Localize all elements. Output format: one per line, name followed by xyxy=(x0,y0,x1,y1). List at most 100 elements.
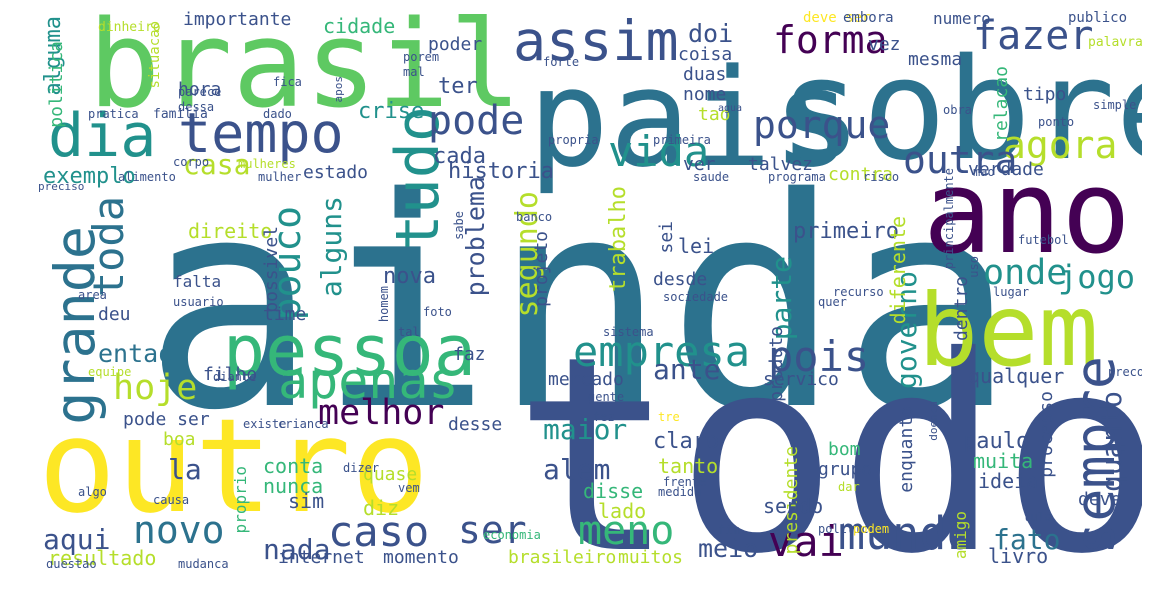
cloud-word-lula: lula xyxy=(1023,510,1052,524)
cloud-word-politico: politico xyxy=(818,522,876,536)
cloud-word-poder: poder xyxy=(428,34,483,55)
cloud-word-internet: internet xyxy=(278,547,365,568)
cloud-word-qualquer: qualquer xyxy=(968,364,1065,388)
cloud-word-situacao: situacao xyxy=(147,21,163,89)
cloud-word-outra: outra xyxy=(903,138,1018,182)
cloud-word-sei: sei xyxy=(656,221,677,254)
cloud-word-entao: entao xyxy=(98,339,174,368)
cloud-word-toda: toda xyxy=(84,196,133,298)
cloud-word-fim: fim xyxy=(718,523,740,537)
cloud-word-crianca: crianca xyxy=(278,417,329,431)
cloud-word-meno: meno xyxy=(578,508,675,554)
cloud-word-momento: momento xyxy=(383,547,459,568)
cloud-word-produto: produto xyxy=(766,326,787,402)
cloud-word-corpo: corpo xyxy=(173,155,210,169)
cloud-word-ano: ano xyxy=(923,146,1131,280)
cloud-word-algo: algo xyxy=(78,485,107,499)
cloud-word-cidade: cidade xyxy=(323,14,396,38)
cloud-word-doenca: doenca xyxy=(927,401,940,441)
cloud-word-politica: politica xyxy=(46,41,67,128)
cloud-word-assim: assim xyxy=(513,9,679,73)
cloud-word-saude: saude xyxy=(693,170,730,184)
cloud-word-grupo: grupo xyxy=(818,459,873,480)
cloud-word-dia: dia xyxy=(48,101,157,171)
cloud-word-nada: nada xyxy=(263,533,331,566)
cloud-word-sobre: sobre xyxy=(778,29,1142,192)
cloud-word-nome: nome xyxy=(683,84,727,105)
cloud-word-pode: pode xyxy=(428,98,525,144)
cloud-word-deve: deve xyxy=(1078,489,1122,510)
cloud-word-publico: publico xyxy=(1068,10,1128,26)
cloud-word-conta: conta xyxy=(263,454,324,478)
cloud-word-causa: causa xyxy=(153,493,190,507)
cloud-word-desse: desse xyxy=(448,414,503,435)
cloud-word-diz: diz xyxy=(363,496,400,520)
cloud-word-desde: desde xyxy=(653,269,708,290)
cloud-word-porem: porem xyxy=(403,50,440,64)
cloud-word-apos: apos xyxy=(332,76,345,103)
cloud-word-empresa: empresa xyxy=(573,327,751,376)
cloud-word-verdade: verdade xyxy=(968,159,1044,180)
cloud-word-mulheres: mulheres xyxy=(238,157,296,171)
cloud-word-filho: filho xyxy=(203,364,258,385)
cloud-word-muitos: muitos xyxy=(618,547,684,568)
cloud-word-futebol: futebol xyxy=(1018,233,1069,247)
cloud-word-dinheiro: dinheiro xyxy=(98,20,161,35)
cloud-word-relacao: relacao xyxy=(991,66,1012,142)
cloud-word-tao: tao xyxy=(698,104,731,125)
cloud-word-numero: numero xyxy=(933,9,991,28)
cloud-word-ante: ante xyxy=(653,353,721,386)
cloud-word-ainda: ainda xyxy=(143,137,1016,474)
cloud-word-forma: forma xyxy=(773,18,888,62)
cloud-word-sistema: sistema xyxy=(603,325,654,339)
cloud-word-hoje: hoje xyxy=(113,368,198,408)
cloud-word-trabalho: trabalho xyxy=(606,186,631,292)
cloud-word-tempo: tempo xyxy=(178,101,344,165)
cloud-word-estado: estado xyxy=(303,162,369,183)
cloud-word-novo: novo xyxy=(133,508,225,552)
cloud-word-lei: lei xyxy=(678,234,715,258)
cloud-word-apenas: apenas xyxy=(278,352,459,410)
cloud-word-sim: sim xyxy=(288,489,325,513)
cloud-word-ponto: ponto xyxy=(1038,115,1075,129)
cloud-word-exemplo: exemplo xyxy=(43,164,136,189)
cloud-word-ideia: ideia xyxy=(978,469,1039,493)
cloud-word-mundo: mundo xyxy=(838,507,974,560)
cloud-word-brasileiro: brasileiro xyxy=(508,547,617,568)
cloud-word-direito: direito xyxy=(188,219,273,243)
cloud-word-forte: forte xyxy=(543,55,580,69)
cloud-word-claro: claro xyxy=(653,429,720,454)
cloud-word-programa: programa xyxy=(768,170,826,184)
cloud-word-medida: medida xyxy=(658,485,702,499)
cloud-word-processo: processo xyxy=(1036,391,1057,478)
cloud-word-frente: frente xyxy=(663,475,707,489)
cloud-word-questao: questao xyxy=(46,557,97,568)
cloud-word-palavra: palavra xyxy=(1088,35,1142,50)
cloud-word-muita: muita xyxy=(973,449,1034,473)
cloud-word-pessoa: pessoa xyxy=(223,310,476,392)
cloud-word-sabe: sabe xyxy=(452,211,466,240)
cloud-word-livro: livro xyxy=(988,544,1049,568)
cloud-word-amigo: amigo xyxy=(951,511,970,560)
cloud-word-agora: agora xyxy=(1003,123,1118,167)
cloud-word-agua: agua xyxy=(718,103,743,114)
cloud-word-primeira: primeira xyxy=(653,133,711,147)
cloud-word-recurso: recurso xyxy=(833,285,884,299)
cloud-word-paulo: paulo xyxy=(963,429,1030,454)
cloud-word-bom: bom xyxy=(828,439,861,460)
cloud-word-enquanto: enquanto xyxy=(896,406,917,493)
cloud-word-uso: uso xyxy=(967,256,981,278)
cloud-word-mao: mao xyxy=(973,165,995,179)
cloud-word-brasil: brasil xyxy=(88,6,522,135)
cloud-word-tipo: tipo xyxy=(1023,84,1067,105)
cloud-word-onde: onde xyxy=(983,253,1068,293)
cloud-word-melhor: melhor xyxy=(318,393,445,433)
cloud-word-podem: podem xyxy=(853,522,890,536)
cloud-word-vem: vem xyxy=(398,481,420,495)
cloud-word-dar: dar xyxy=(838,480,860,494)
cloud-word-meio: meio xyxy=(698,534,759,563)
cloud-word-ter: ter xyxy=(438,74,478,99)
cloud-word-fato: fato xyxy=(993,523,1061,556)
cloud-word-crise: crise xyxy=(358,99,425,124)
cloud-word-jogo: jogo xyxy=(1058,258,1136,296)
